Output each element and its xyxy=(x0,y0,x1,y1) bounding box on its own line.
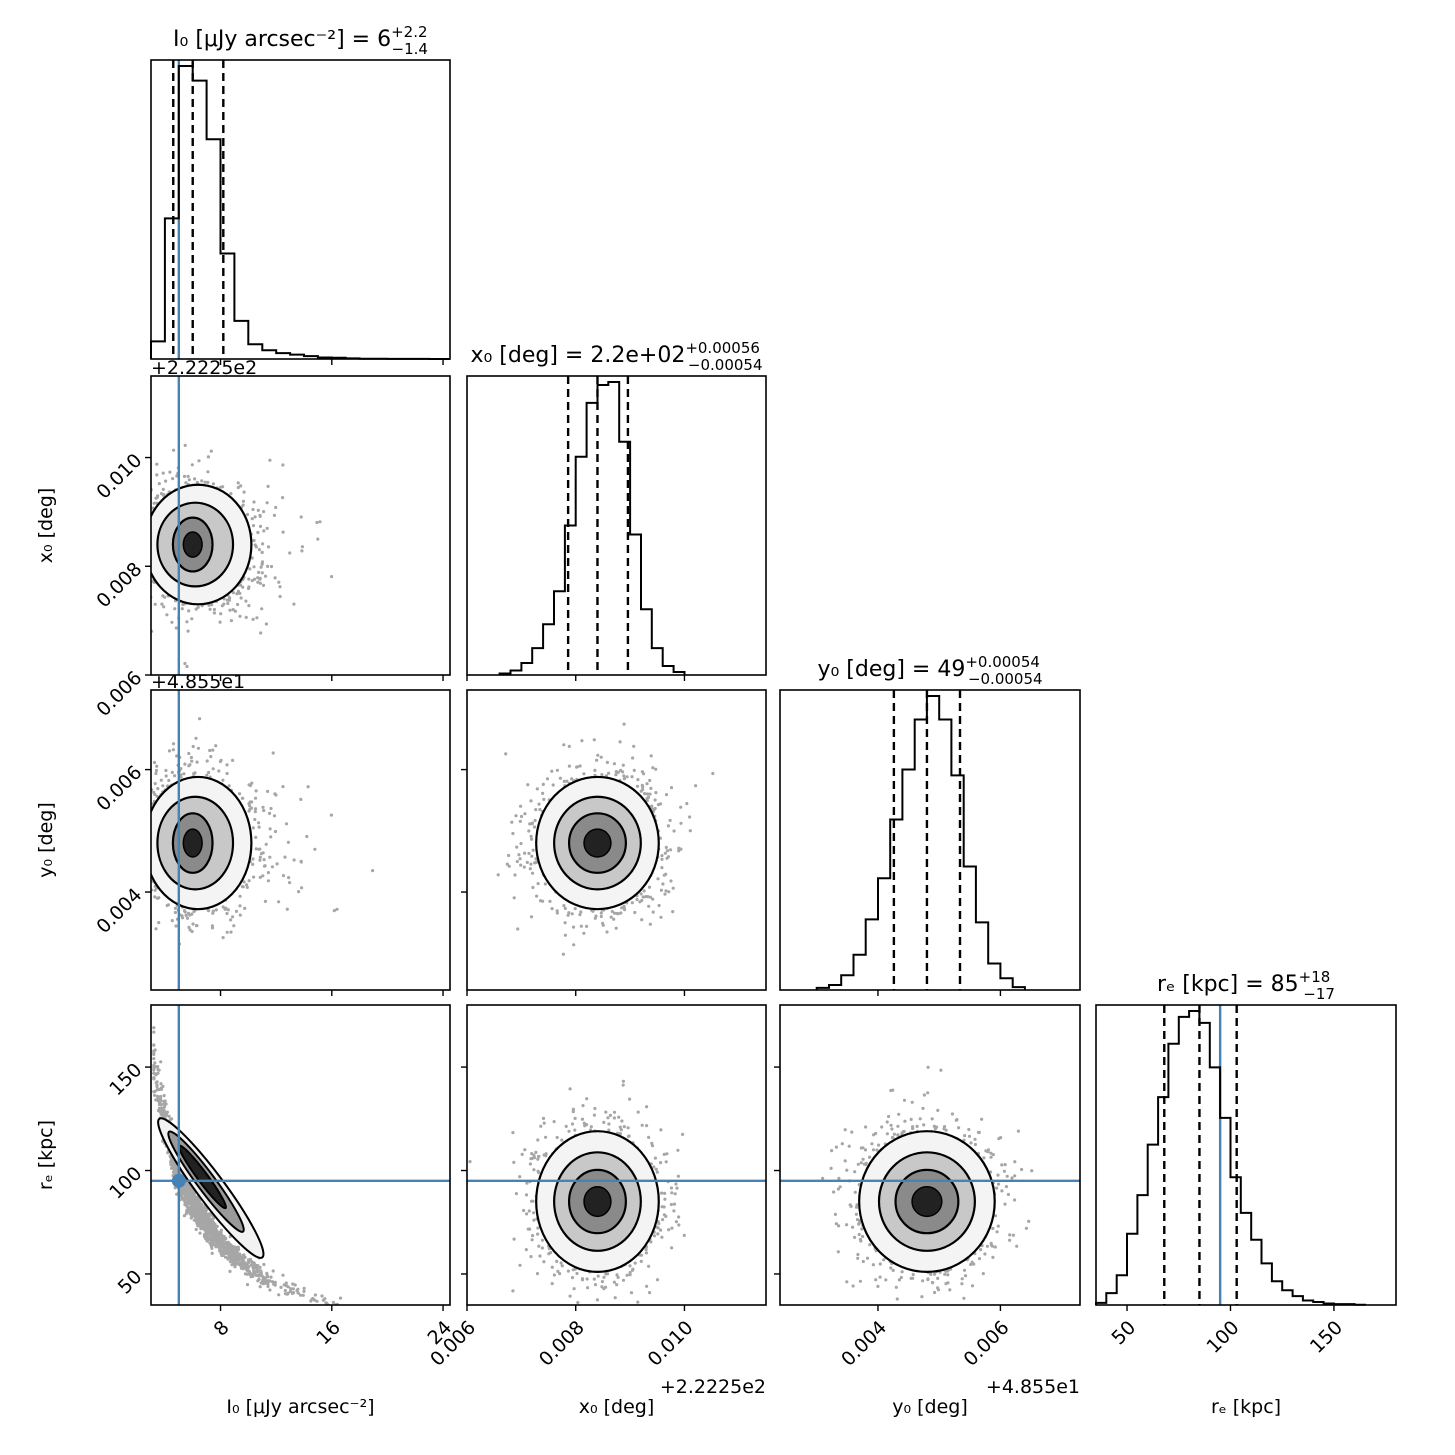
panel-title-text: rₑ [kpc] = 85+18 −17 xyxy=(1157,968,1335,1003)
title-minus: −1.4 xyxy=(392,40,428,58)
y-axis-label-y0: y₀ [deg] xyxy=(35,802,57,878)
x-axis-label-x0: x₀ [deg] xyxy=(579,1396,655,1418)
y-offset-text-y0: +4.855e1 xyxy=(151,671,245,693)
y-tick-label: 0.008 xyxy=(92,558,146,612)
density-peak xyxy=(583,1186,612,1218)
histogram-re xyxy=(1095,1010,1366,1306)
title-label: I₀ [μJy arcsec⁻²] = xyxy=(173,27,377,52)
panel-frame-2-2 xyxy=(779,689,1081,991)
panel-title-re: rₑ [kpc] = 85+18 −17 xyxy=(1157,968,1335,1003)
density-y0-re xyxy=(858,1130,996,1273)
panel-frame-2-1 xyxy=(466,689,767,991)
panel-title-text: y₀ [deg] = 49+0.00054 −0.00054 xyxy=(817,653,1042,688)
y-tick-label: 0.006 xyxy=(92,667,146,721)
density-I0-x0 xyxy=(151,483,253,606)
y-axis-label-re: rₑ [kpc] xyxy=(35,1120,57,1190)
y-tick-label: 0.010 xyxy=(92,449,146,503)
panel-title-text: I₀ [μJy arcsec⁻²] = 6+2.2 −1.4 xyxy=(173,23,428,58)
panel-title-text: x₀ [deg] = 2.2e+02+0.00056 −0.00054 xyxy=(470,339,762,374)
y-tick-label: 0.006 xyxy=(92,761,146,815)
title-value: 49 xyxy=(937,657,965,682)
x-axis-label-I0: I₀ [μJy arcsec⁻²] xyxy=(226,1396,374,1418)
title-plus: +2.2 xyxy=(391,23,427,41)
title-plus: +0.00054 xyxy=(965,653,1040,671)
title-label: rₑ [kpc] = xyxy=(1157,972,1271,997)
x-offset-text-x0: +2.2225e2 xyxy=(660,1376,766,1398)
x-tick-label: 8 xyxy=(210,1317,234,1341)
panel-title-y0: y₀ [deg] = 49+0.00054 −0.00054 xyxy=(817,653,1042,688)
panel-title-x0: x₀ [deg] = 2.2e+02+0.00056 −0.00054 xyxy=(470,339,762,374)
y-tick-label: 50 xyxy=(114,1266,147,1299)
title-value: 85 xyxy=(1271,972,1299,997)
histogram-x0 xyxy=(498,381,686,675)
panel-frame-3-1 xyxy=(466,1004,767,1306)
x-tick-label: 50 xyxy=(1108,1317,1141,1350)
histogram-y0 xyxy=(815,695,1026,990)
panel-title-I0: I₀ [μJy arcsec⁻²] = 6+2.2 −1.4 xyxy=(173,23,428,58)
x-tick-label: 0.004 xyxy=(837,1317,891,1371)
histogram-I0 xyxy=(150,65,450,360)
panel-frame-3-2 xyxy=(779,1004,1081,1306)
title-label: y₀ [deg] = xyxy=(817,657,937,682)
y-tick-label: 150 xyxy=(105,1059,146,1100)
title-minus: −0.00054 xyxy=(968,670,1043,688)
x-tick-label: 100 xyxy=(1202,1317,1243,1358)
density-peak xyxy=(182,828,203,858)
density-peak xyxy=(911,1186,943,1218)
title-plus: +0.00056 xyxy=(685,339,760,357)
x-axis-label-re: rₑ [kpc] xyxy=(1211,1396,1281,1418)
x-tick-label: 0.006 xyxy=(960,1317,1014,1371)
panel-frame-3-3 xyxy=(1095,1004,1397,1306)
density-peak xyxy=(583,828,612,858)
title-label: x₀ [deg] = xyxy=(470,343,590,368)
x-tick-label: 150 xyxy=(1306,1317,1347,1358)
title-value: 2.2e+02 xyxy=(590,343,685,368)
y-tick-label: 100 xyxy=(105,1162,146,1203)
density-x0-y0 xyxy=(535,775,660,911)
density-I0-y0 xyxy=(151,775,253,911)
y-axis-label-x0: x₀ [deg] xyxy=(35,488,57,564)
title-minus: −0.00054 xyxy=(688,356,763,374)
y-tick-label: 0.004 xyxy=(92,884,146,938)
x-offset-text-y0: +4.855e1 xyxy=(986,1376,1080,1398)
panel-frame-1-0 xyxy=(150,375,451,676)
x-tick-label: 16 xyxy=(312,1317,345,1350)
panel-frame-3-0 xyxy=(150,1004,451,1306)
density-x0-re xyxy=(535,1130,660,1273)
title-plus: +18 xyxy=(1299,968,1331,986)
title-minus: −17 xyxy=(1303,985,1335,1003)
panel-frame-0-0 xyxy=(150,59,451,360)
y-offset-text-x0: +2.2225e2 xyxy=(151,357,257,379)
x-axis-label-y0: y₀ [deg] xyxy=(892,1396,968,1418)
density-peak xyxy=(182,531,203,558)
panel-frame-1-1 xyxy=(466,375,767,676)
truth-marker xyxy=(171,1173,186,1188)
title-value: 6 xyxy=(377,27,391,52)
x-tick-label: 0.010 xyxy=(644,1317,698,1371)
panel-frame-2-0 xyxy=(150,689,451,991)
x-tick-label: 0.008 xyxy=(535,1317,589,1371)
